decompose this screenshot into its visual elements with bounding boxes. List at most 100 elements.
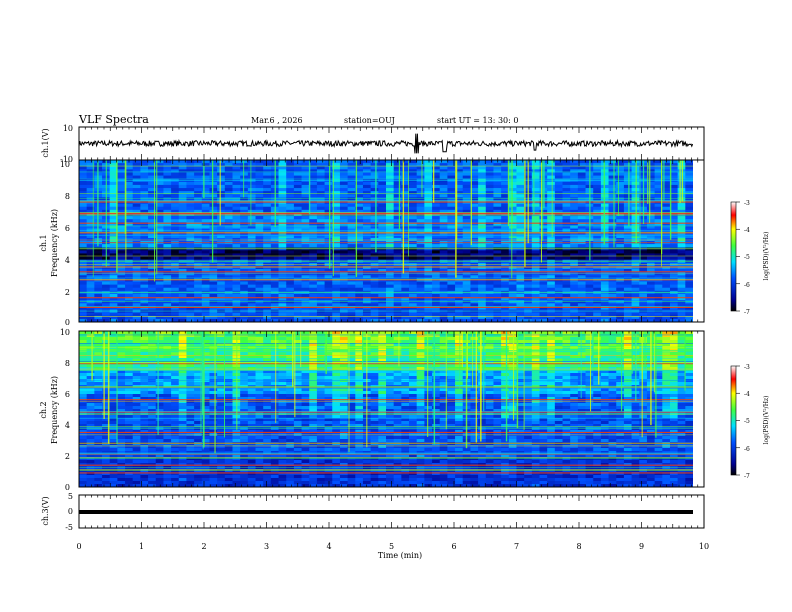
spectrogram-cell: [669, 209, 679, 214]
spectrogram-cell: [386, 318, 395, 323]
spectrogram-cell: [132, 394, 141, 398]
spectrogram-cell: [278, 315, 287, 320]
spectrogram-cell: [163, 275, 172, 279]
spectrogram-cell: [432, 269, 441, 273]
spectrogram-cell: [125, 397, 134, 401]
spectrogram-cell: [247, 284, 256, 289]
spectrogram-cell: [501, 225, 510, 229]
spectrogram-cell: [478, 206, 487, 211]
spectrogram-cell: [125, 454, 134, 458]
spectrogram-cell: [86, 373, 95, 377]
spectrogram-cell: [439, 265, 448, 270]
spectrogram-cell: [646, 269, 656, 273]
spectrogram-cell: [324, 237, 333, 242]
spectrogram-cell: [293, 194, 302, 198]
spectrogram-cell: [117, 418, 126, 422]
spectrogram-cell: [132, 216, 141, 220]
spectrogram-cell: [386, 197, 395, 201]
spectrogram-cell: [416, 175, 425, 180]
spectrogram-cell: [669, 184, 679, 189]
spectrogram-cell: [370, 272, 379, 276]
spectrogram-cell: [623, 206, 632, 211]
spectrogram-cell: [155, 340, 164, 344]
spectrogram-cell: [347, 166, 356, 170]
spectrogram-cell: [155, 262, 164, 267]
spectrogram-cell: [240, 175, 249, 180]
spectrogram-cell: [140, 460, 149, 464]
spectrogram-cell: [240, 287, 249, 292]
spectrogram-cell: [140, 424, 149, 428]
spectrogram-cell: [570, 209, 579, 214]
spectrogram-cell: [132, 318, 141, 323]
spectrogram-cell: [347, 300, 356, 304]
spectrogram-cell: [485, 297, 494, 301]
spectrogram-cell: [432, 256, 441, 261]
spectrogram-cell: [132, 253, 141, 257]
spectrogram-cell: [140, 293, 149, 298]
spectrogram-cell: [654, 262, 663, 267]
spectrogram-cell: [424, 312, 433, 317]
spectrogram-cell: [163, 166, 172, 170]
spectrogram-cell: [654, 188, 663, 192]
spectrogram-cell: [171, 216, 180, 220]
spectrogram-cell: [508, 265, 517, 270]
spectrogram-cell: [439, 315, 448, 320]
spectrogram-cell: [293, 237, 302, 242]
spectrogram-cell: [355, 194, 364, 198]
spectrogram-cell: [531, 212, 540, 217]
spectrogram-cell: [217, 287, 226, 292]
spectrogram-cell: [132, 203, 141, 208]
spectrogram-cell: [79, 391, 88, 395]
spectrogram-cell: [301, 212, 310, 217]
spectrogram-cell: [148, 436, 157, 440]
spectrogram-cell: [547, 203, 556, 208]
spectrogram-cell: [570, 197, 579, 201]
spectrogram-cell: [547, 318, 556, 323]
spectrogram-cell: [255, 225, 264, 229]
spectrogram-cell: [217, 265, 226, 270]
spectrogram-cell: [416, 262, 425, 267]
spectrogram-cell: [608, 275, 617, 279]
spectrogram-cell: [577, 290, 586, 295]
spectrogram-cell: [455, 181, 464, 186]
spectrogram-cell: [616, 256, 625, 261]
spectrogram-cell: [600, 265, 609, 270]
spectrogram-cell: [301, 300, 310, 304]
spectrogram-cell: [401, 216, 410, 220]
ch1-frequency-axis-label: Frequency (kHz): [50, 209, 59, 277]
ch1-ytick-8: 8: [65, 192, 70, 201]
spectrogram-cell: [531, 237, 540, 242]
spectrogram-cell: [593, 290, 602, 295]
spectrogram-cell: [155, 334, 164, 338]
spectrogram-cell: [86, 225, 95, 229]
spectrogram-cell: [524, 284, 533, 289]
spectrogram-cell: [424, 222, 433, 226]
spectrogram-cell: [324, 262, 333, 267]
spectrogram-cell: [401, 194, 410, 198]
spectrogram-cell: [194, 194, 203, 198]
spectrogram-cell: [339, 169, 349, 173]
spectrogram-cell: [485, 197, 494, 201]
spectrogram-cell: [140, 209, 149, 214]
spectrogram-cell: [125, 265, 134, 270]
spectrogram-cell: [600, 318, 609, 323]
spectrogram-cell: [646, 265, 656, 270]
spectrogram-cell: [470, 206, 479, 211]
spectrogram-cell: [424, 306, 433, 310]
spectrogram-cell: [378, 188, 387, 192]
spectrogram-cell: [669, 244, 679, 248]
spectrogram-cell: [224, 206, 233, 211]
spectrogram-cell: [194, 234, 203, 239]
spectrogram-cell: [508, 225, 517, 229]
spectrogram-cell: [194, 284, 203, 289]
spectrogram-cell: [416, 234, 425, 239]
spectrogram-cell: [378, 256, 387, 261]
spectrogram-cell: [432, 306, 441, 310]
spectrogram-cell: [286, 184, 295, 189]
spectrogram-cell: [201, 318, 210, 323]
spectrogram-cell: [178, 222, 187, 226]
spectrogram-cell: [201, 287, 210, 292]
spectrogram-cell: [140, 451, 149, 455]
spectrogram-cell: [409, 318, 418, 323]
spectrogram-cell: [401, 212, 410, 217]
